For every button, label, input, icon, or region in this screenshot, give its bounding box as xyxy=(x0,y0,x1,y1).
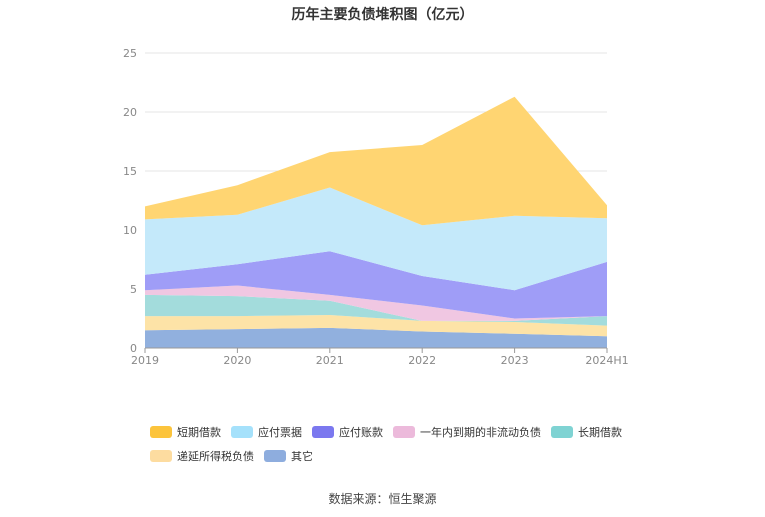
y-tick-label: 5 xyxy=(130,283,137,296)
stacked-area-chart: 0 5 10 15 20 25 2019 2020 2021 2022 2023 2024H1 xyxy=(123,47,629,367)
legend-item[interactable]: 其它 xyxy=(264,448,313,464)
legend-row: 短期借款 应付票据 应付账款 一年内到期的非流动负债 长期借款 xyxy=(150,424,630,440)
legend-label: 短期借款 xyxy=(177,426,221,439)
x-tick-label: 2021 xyxy=(316,354,344,367)
chart-title: 历年主要负债堆积图（亿元） xyxy=(291,7,474,23)
legend-item[interactable]: 递延所得税负债 xyxy=(150,448,254,464)
area-series xyxy=(145,96,607,348)
y-tick-label: 20 xyxy=(123,106,137,119)
area-series-band xyxy=(145,294,607,326)
legend-row: 递延所得税负债 其它 xyxy=(150,448,630,464)
legend-swatch xyxy=(312,426,334,438)
legend-swatch xyxy=(150,426,172,438)
legend-label: 递延所得税负债 xyxy=(177,450,254,463)
area-series-band xyxy=(145,315,607,337)
legend-label: 应付票据 xyxy=(258,426,302,439)
legend-item[interactable]: 一年内到期的非流动负债 xyxy=(393,424,541,440)
legend-item[interactable]: 长期借款 xyxy=(551,424,622,440)
legend-swatch xyxy=(551,426,573,438)
x-tick-label: 2024H1 xyxy=(585,354,628,367)
legend-item[interactable]: 应付账款 xyxy=(312,424,383,440)
area-series-band xyxy=(145,251,607,319)
legend-label: 其它 xyxy=(291,450,313,463)
legend-label: 一年内到期的非流动负债 xyxy=(420,426,541,439)
axes: 0 5 10 15 20 25 2019 2020 2021 2022 2023 2024H1 xyxy=(123,47,629,367)
legend: 短期借款 应付票据 应付账款 一年内到期的非流动负债 长期借款 递延所得税负债 其它 xyxy=(150,424,630,472)
legend-swatch xyxy=(150,450,172,462)
y-tick-label: 25 xyxy=(123,47,137,60)
legend-swatch xyxy=(264,450,286,462)
x-tick-label: 2023 xyxy=(501,354,529,367)
legend-item[interactable]: 短期借款 xyxy=(150,424,221,440)
legend-swatch xyxy=(393,426,415,438)
area-series-band xyxy=(145,285,607,321)
y-tick-label: 15 xyxy=(123,165,137,178)
x-tick-label: 2022 xyxy=(408,354,436,367)
area-series-band xyxy=(145,187,607,291)
legend-label: 应付账款 xyxy=(339,426,383,439)
legend-item[interactable]: 应付票据 xyxy=(231,424,302,440)
area-series-band xyxy=(145,327,607,348)
y-tick-label: 10 xyxy=(123,224,137,237)
x-tick-label: 2020 xyxy=(223,354,251,367)
legend-swatch xyxy=(231,426,253,438)
y-tick-label: 0 xyxy=(130,342,137,355)
legend-label: 长期借款 xyxy=(578,426,622,439)
area-series-band xyxy=(145,96,607,226)
x-tick-label: 2019 xyxy=(131,354,159,367)
source-note: 数据来源：恒生聚源 xyxy=(328,492,437,506)
